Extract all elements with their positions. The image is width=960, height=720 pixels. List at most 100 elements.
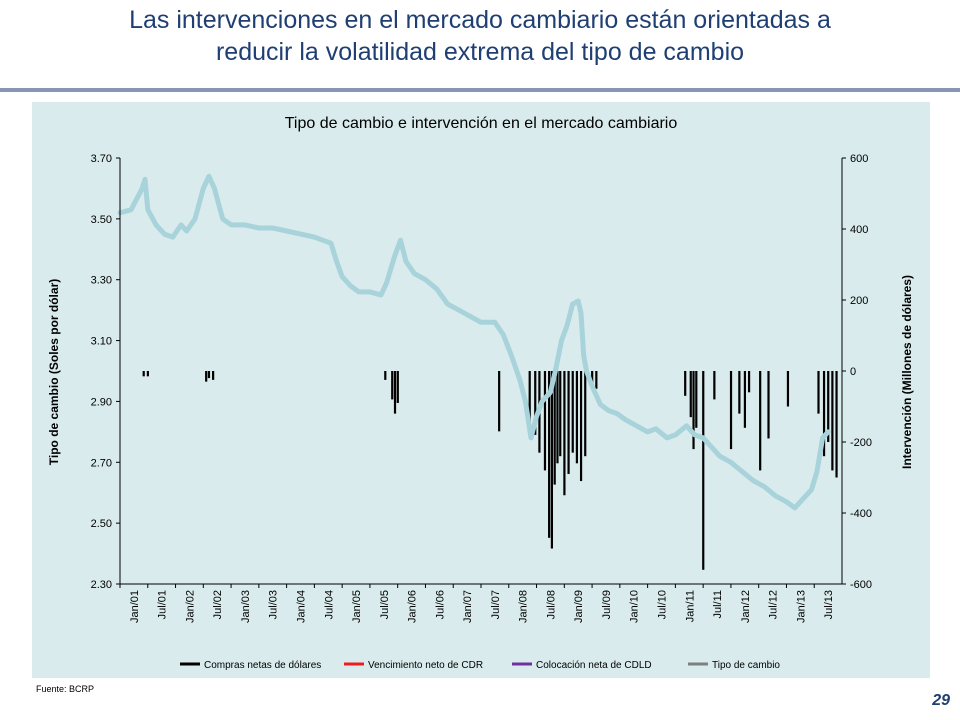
y-left-tick-label: 2.30 [91, 579, 112, 591]
x-tick-label: Jul/05 [379, 590, 391, 619]
exchange-rate-intervention-chart: Tipo de cambio e intervención en el merc… [47, 115, 914, 671]
purchase-bar [548, 371, 551, 538]
purchase-bar [205, 371, 208, 382]
x-tick-label: Jan/05 [351, 590, 363, 623]
purchase-bar [759, 371, 762, 471]
purchase-bar [579, 371, 583, 482]
purchase-bar [550, 371, 554, 549]
purchase-bar [827, 371, 830, 442]
purchase-bar [575, 371, 579, 464]
chart-title: Tipo de cambio e intervención en el merc… [285, 115, 678, 132]
x-tick-label: Jan/07 [462, 590, 474, 623]
purchase-bar [142, 371, 145, 377]
legend-label: Colocación neta de CDLD [536, 660, 652, 671]
y-right-tick-label: -600 [850, 579, 872, 591]
purchase-bar [391, 371, 394, 400]
exchange-rate-line [117, 173, 831, 511]
purchase-bar [567, 371, 570, 474]
x-tick-label: Jan/09 [573, 590, 585, 623]
y-right-tick-label: -400 [850, 508, 872, 520]
purchase-bar [767, 371, 770, 439]
purchase-bar [738, 371, 741, 414]
legend-label: Compras netas de dólares [204, 660, 321, 671]
purchase-bar [702, 371, 705, 570]
purchase-bar [684, 371, 687, 396]
purchase-bar [498, 371, 501, 432]
y-axis-right-label: Intervención (Millones de dólares) [900, 275, 914, 469]
y-right-tick-label: 0 [850, 366, 856, 378]
y-left-tick-label: 3.50 [91, 214, 112, 226]
x-tick-label: Jul/07 [490, 590, 502, 619]
title-line-2: reducir la volatilidad extrema del tipo … [215, 38, 745, 66]
purchase-bar [835, 371, 838, 478]
x-tick-label: Jul/10 [657, 590, 669, 619]
purchase-bar [146, 371, 149, 377]
x-tick-label: Jul/03 [268, 590, 280, 619]
source-note: Fuente: BCRP [36, 684, 95, 694]
y-right-tick-label: 400 [850, 224, 868, 236]
y-left-tick-label: 2.70 [91, 457, 112, 469]
x-tick-label: Jul/08 [545, 590, 557, 619]
purchase-bar [743, 371, 747, 428]
x-tick-label: Jul/01 [157, 590, 169, 619]
purchase-bar [393, 371, 397, 414]
purchase-bar [747, 371, 751, 393]
purchase-bar [384, 371, 387, 380]
chart-panel: Tipo de cambio e intervención en el merc… [32, 102, 930, 678]
x-tick-label: Jan/04 [296, 590, 308, 623]
x-tick-label: Jan/03 [240, 590, 252, 623]
x-tick-label: Jan/01 [129, 590, 141, 623]
purchase-bar [689, 371, 692, 418]
purchase-bar [695, 371, 698, 428]
purchase-bar [556, 371, 559, 464]
purchase-bar [817, 371, 820, 414]
y-axis-left-label: Tipo de cambio (Soles por dólar) [47, 279, 61, 465]
x-tick-label: Jul/06 [434, 590, 446, 619]
purchase-bar [822, 371, 826, 457]
x-tick-label: Jul/09 [601, 590, 613, 619]
y-right-tick-label: -200 [850, 437, 872, 449]
title-line-1: Las intervenciones en el mercado cambiar… [129, 6, 831, 34]
page-number: 29 [932, 692, 950, 709]
x-tick-label: Jan/11 [684, 590, 696, 622]
legend-label: Vencimiento neto de CDR [368, 660, 483, 671]
purchase-bar [207, 371, 211, 379]
x-tick-label: Jul/11 [712, 590, 724, 619]
x-tick-label: Jan/08 [518, 590, 530, 623]
x-tick-label: Jan/13 [795, 590, 807, 623]
purchase-bar [553, 371, 556, 485]
purchase-bar [729, 371, 733, 450]
y-left-tick-label: 3.30 [91, 275, 112, 287]
purchase-bar [534, 371, 537, 435]
purchase-bar [584, 371, 587, 457]
y-left-tick-label: 2.90 [91, 396, 112, 408]
x-tick-label: Jul/04 [323, 590, 335, 619]
purchase-bar [528, 371, 531, 425]
purchase-bar [713, 371, 716, 400]
purchase-bar [692, 371, 695, 450]
x-tick-label: Jan/12 [740, 590, 752, 623]
x-tick-label: Jul/13 [823, 590, 835, 619]
slide-title: Las intervenciones en el mercado cambiar… [0, 4, 960, 68]
purchase-bar [595, 371, 598, 389]
purchase-bar [212, 371, 215, 380]
purchase-bar [543, 371, 547, 471]
purchase-bar [831, 371, 834, 471]
title-divider [0, 88, 960, 92]
purchase-bar [563, 371, 566, 496]
purchase-bar [786, 371, 790, 407]
legend-label: Tipo de cambio [712, 660, 780, 671]
x-tick-label: Jan/06 [407, 590, 419, 623]
y-right-tick-label: 200 [850, 295, 868, 307]
x-tick-label: Jan/10 [629, 590, 641, 623]
y-right-tick-label: 600 [850, 153, 868, 165]
x-tick-label: Jul/12 [768, 590, 780, 619]
purchase-bar [559, 371, 562, 457]
y-left-tick-label: 3.70 [91, 153, 112, 165]
y-left-tick-label: 3.10 [91, 336, 112, 348]
x-tick-label: Jan/02 [184, 590, 196, 623]
purchase-bar [591, 371, 594, 386]
purchase-bar [396, 371, 399, 403]
y-left-tick-label: 2.50 [91, 518, 112, 530]
purchase-bar [571, 371, 574, 453]
